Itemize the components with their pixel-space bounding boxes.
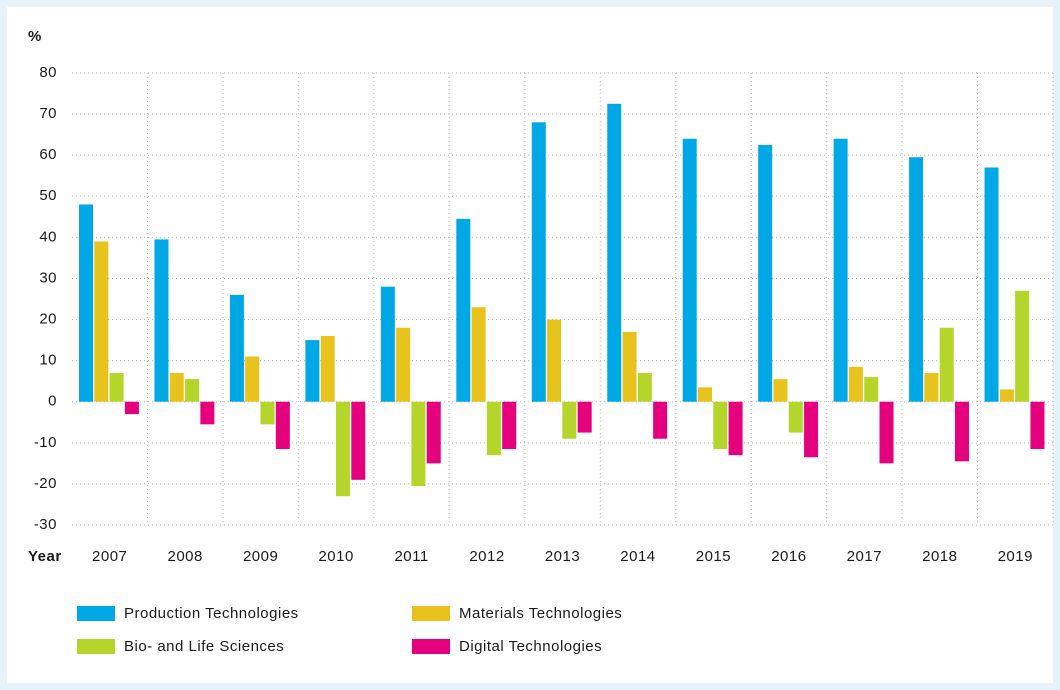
bar	[320, 335, 335, 402]
bar	[773, 379, 788, 402]
bar	[697, 387, 712, 402]
y-tick-label: 80	[39, 64, 57, 81]
bar	[547, 319, 562, 402]
bar	[531, 122, 546, 402]
bar	[833, 138, 848, 402]
x-tick-label: 2009	[243, 548, 278, 565]
bar	[939, 327, 954, 402]
y-tick-label: 30	[39, 269, 57, 286]
bar	[109, 372, 124, 402]
x-tick-label: 2010	[318, 548, 353, 565]
bar	[335, 401, 350, 497]
bar	[396, 327, 411, 402]
x-tick-label: 2011	[394, 548, 428, 565]
y-tick-label: -20	[34, 475, 57, 492]
bar	[637, 372, 652, 402]
bar	[260, 401, 275, 425]
bar	[713, 401, 728, 449]
bar	[864, 377, 879, 402]
bar	[1030, 401, 1045, 449]
bar	[229, 294, 244, 402]
chart-background	[7, 7, 1053, 683]
x-tick-label: 2014	[620, 548, 655, 565]
bar	[471, 307, 486, 402]
bar	[909, 157, 924, 402]
y-axis-label: %	[28, 28, 42, 45]
bar	[879, 401, 894, 464]
y-tick-label: 70	[39, 105, 57, 122]
bar	[486, 401, 501, 456]
y-tick-label: 60	[39, 146, 57, 163]
bar	[1015, 290, 1030, 402]
legend-swatch	[412, 639, 450, 654]
bar	[169, 372, 184, 402]
y-tick-label: -10	[34, 434, 57, 451]
x-axis-label: Year	[28, 548, 62, 565]
bar	[200, 401, 215, 425]
bar	[607, 103, 622, 402]
bar	[380, 286, 395, 402]
bar	[577, 401, 592, 433]
legend-label: Production Technologies	[124, 605, 299, 622]
bar	[154, 239, 169, 402]
bar	[94, 241, 109, 402]
x-tick-label: 2012	[469, 548, 504, 565]
x-tick-label: 2008	[168, 548, 203, 565]
bar	[79, 204, 93, 402]
legend-swatch	[412, 606, 450, 621]
bar	[426, 401, 441, 464]
y-tick-label: 20	[39, 311, 57, 328]
bar	[999, 389, 1014, 402]
bar	[924, 372, 939, 402]
bar	[351, 401, 366, 480]
y-tick-label: 40	[39, 228, 57, 245]
bar	[984, 167, 999, 402]
bar	[788, 401, 803, 433]
legend-swatch	[77, 639, 115, 654]
legend-label: Bio- and Life Sciences	[124, 638, 284, 655]
bar	[502, 401, 517, 449]
bar	[682, 138, 697, 402]
x-tick-label: 2013	[545, 548, 580, 565]
x-tick-label: 2017	[847, 548, 882, 565]
x-tick-label: 2018	[922, 548, 957, 565]
y-tick-label: 10	[39, 352, 57, 369]
bar	[804, 401, 819, 458]
y-tick-label: 0	[48, 393, 57, 410]
bar	[728, 401, 743, 456]
x-tick-label: 2015	[696, 548, 731, 565]
bar	[275, 401, 290, 449]
bar	[124, 401, 139, 415]
y-tick-label: -30	[34, 516, 57, 533]
bar	[758, 144, 773, 402]
legend-label: Digital Technologies	[459, 638, 602, 655]
bar	[954, 401, 969, 462]
bar	[411, 401, 426, 486]
x-tick-label: 2007	[92, 548, 127, 565]
legend-label: Materials Technologies	[459, 605, 622, 622]
bar	[622, 331, 637, 402]
bar	[456, 218, 471, 402]
bar	[305, 340, 320, 402]
bar	[245, 356, 260, 402]
bar	[185, 379, 200, 402]
x-tick-label: 2019	[998, 548, 1033, 565]
legend-swatch	[77, 606, 115, 621]
y-tick-label: 50	[39, 187, 57, 204]
bar	[653, 401, 668, 439]
bar	[562, 401, 577, 439]
bar	[848, 366, 863, 402]
x-tick-label: 2016	[771, 548, 806, 565]
